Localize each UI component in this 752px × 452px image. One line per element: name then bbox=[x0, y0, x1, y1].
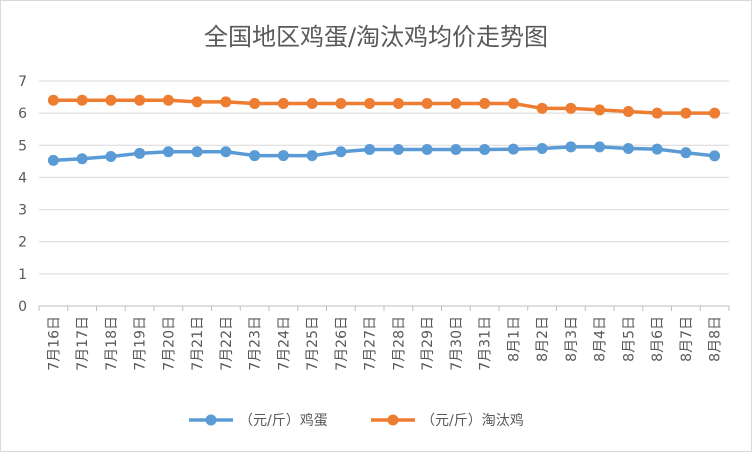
chart-title: 全国地区鸡蛋/淘汰鸡均价走势图 bbox=[204, 23, 548, 51]
series-line bbox=[51, 98, 717, 115]
series bbox=[47, 94, 721, 166]
x-tick-label: 8月8日 bbox=[708, 316, 724, 362]
data-point bbox=[565, 141, 577, 153]
data-point bbox=[709, 107, 721, 119]
y-tick-label: 3 bbox=[18, 203, 27, 219]
data-point bbox=[450, 98, 462, 109]
x-tick-label: 7月27日 bbox=[363, 316, 379, 371]
x-tick-label: 7月29日 bbox=[420, 316, 436, 371]
y-tick-label: 6 bbox=[18, 106, 27, 122]
data-point bbox=[335, 146, 347, 158]
legend-label: （元/斤）淘汰鸡 bbox=[421, 412, 524, 429]
data-point bbox=[47, 94, 59, 106]
data-point bbox=[565, 102, 577, 114]
x-tick-label: 8月7日 bbox=[679, 316, 695, 362]
data-point bbox=[507, 143, 519, 155]
gridlines bbox=[39, 80, 729, 275]
data-point bbox=[306, 150, 318, 162]
x-tick-label: 7月31日 bbox=[478, 316, 494, 371]
data-point bbox=[134, 147, 146, 159]
x-tick-label: 7月25日 bbox=[305, 316, 321, 371]
data-point bbox=[162, 146, 174, 158]
x-tick-label: 7月22日 bbox=[219, 316, 235, 371]
legend-swatch-marker bbox=[205, 414, 217, 426]
x-tick-label: 7月19日 bbox=[133, 316, 149, 371]
data-point bbox=[277, 98, 289, 109]
data-point bbox=[306, 98, 318, 109]
x-tick-label: 7月30日 bbox=[449, 316, 465, 371]
data-point bbox=[364, 98, 376, 109]
data-point bbox=[622, 106, 634, 118]
x-tick-label: 7月26日 bbox=[334, 316, 350, 371]
data-point bbox=[134, 94, 146, 106]
data-point bbox=[680, 147, 692, 159]
data-point bbox=[450, 143, 462, 155]
y-tick-label: 1 bbox=[18, 267, 27, 283]
axes: 0 1 2 3 4 5 6 7 7月16日 7月17日 7月18日 7月19日 7月20日 7月21日 7月… bbox=[18, 74, 730, 371]
x-tick-label: 8月1日 bbox=[506, 316, 522, 362]
data-point bbox=[594, 104, 606, 116]
x-tick-label: 7月20日 bbox=[161, 316, 177, 371]
data-point bbox=[392, 143, 404, 155]
y-tick-label: 0 bbox=[18, 299, 27, 315]
legend-label: （元/斤）鸡蛋 bbox=[239, 412, 328, 429]
data-point bbox=[594, 141, 606, 153]
data-point bbox=[76, 94, 88, 106]
legend: （元/斤）鸡蛋 （元/斤）淘汰鸡 bbox=[189, 412, 524, 429]
data-point bbox=[76, 153, 88, 165]
data-point bbox=[536, 143, 548, 154]
data-point bbox=[105, 94, 117, 106]
y-tick-label: 7 bbox=[18, 74, 27, 90]
x-tick-label: 7月16日 bbox=[46, 316, 62, 371]
data-point bbox=[651, 107, 663, 119]
data-point bbox=[249, 150, 261, 162]
y-tick-label: 2 bbox=[18, 235, 27, 251]
x-tick-label: 7月23日 bbox=[248, 316, 264, 371]
series-line bbox=[51, 145, 717, 163]
data-point bbox=[680, 107, 692, 119]
data-point bbox=[507, 98, 519, 109]
x-tick-label: 8月5日 bbox=[621, 316, 637, 362]
data-point bbox=[277, 150, 289, 162]
data-point bbox=[622, 143, 634, 154]
data-point bbox=[364, 143, 376, 155]
x-tick-label: 7月28日 bbox=[391, 316, 407, 371]
data-point bbox=[249, 98, 261, 109]
x-tick-label: 8月2日 bbox=[535, 316, 551, 362]
y-tick-label: 5 bbox=[18, 138, 27, 154]
x-tick-label: 8月6日 bbox=[650, 316, 666, 362]
data-point bbox=[421, 143, 433, 155]
data-point bbox=[191, 96, 203, 108]
data-point bbox=[220, 96, 232, 108]
data-point bbox=[162, 94, 174, 106]
data-point bbox=[479, 98, 491, 109]
data-point bbox=[220, 146, 232, 158]
x-tick-label: 7月17日 bbox=[75, 316, 91, 371]
x-tick-label: 8月4日 bbox=[593, 316, 609, 362]
data-point bbox=[47, 154, 59, 166]
x-tick-label: 7月24日 bbox=[276, 316, 292, 371]
data-point bbox=[421, 98, 433, 109]
data-point bbox=[709, 150, 721, 162]
data-point bbox=[651, 143, 663, 155]
data-point bbox=[105, 151, 117, 163]
data-point bbox=[536, 102, 548, 114]
legend-swatch-marker bbox=[387, 414, 399, 426]
data-point bbox=[335, 98, 347, 109]
data-point bbox=[392, 98, 404, 109]
x-tick-label: 7月21日 bbox=[190, 316, 206, 371]
y-tick-label: 4 bbox=[18, 170, 27, 186]
data-point bbox=[191, 146, 203, 158]
data-point bbox=[479, 143, 491, 155]
x-tick-label: 7月18日 bbox=[104, 316, 120, 371]
x-tick-label: 8月3日 bbox=[564, 316, 580, 362]
